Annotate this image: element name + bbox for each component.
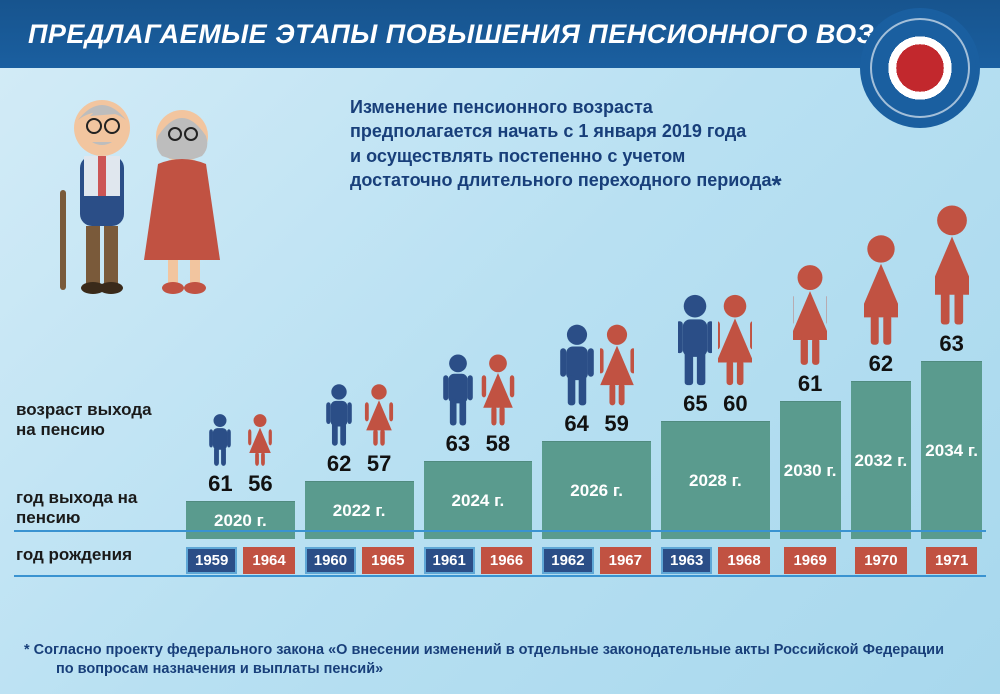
female-icon — [362, 383, 396, 447]
person-icons — [186, 413, 295, 467]
chart-column: 64 59 2026 г. 1962 1967 — [542, 323, 651, 574]
female-icon — [243, 413, 277, 467]
female-age: 60 — [718, 391, 752, 417]
age-pair: 63 58 — [424, 431, 533, 457]
male-age: 64 — [560, 411, 594, 437]
chart-column: 61 2030 г. 1969 — [780, 263, 841, 574]
person-icons — [851, 233, 912, 347]
female-icon — [600, 323, 634, 407]
birth-year-row: 1960 1965 — [305, 547, 414, 574]
female-birth-year: 1966 — [481, 547, 532, 574]
header: ПРЕДЛАГАЕМЫЕ ЭТАПЫ ПОВЫШЕНИЯ ПЕНСИОННОГО… — [0, 0, 1000, 68]
birth-year-row: 1961 1966 — [424, 547, 533, 574]
birth-year-row: 1969 — [784, 547, 835, 574]
person-icons — [305, 383, 414, 447]
female-birth-year: 1970 — [855, 547, 906, 574]
birth-year-row: 1963 1968 — [661, 547, 770, 574]
year-bar: 2024 г. — [424, 461, 533, 539]
female-icon — [793, 263, 827, 367]
footnote-line: * Согласно проекту федерального закона «… — [24, 642, 944, 658]
divider — [14, 530, 986, 532]
birth-year-row: 1962 1967 — [542, 547, 651, 574]
birth-year-row: 1959 1964 — [186, 547, 295, 574]
female-age: 59 — [600, 411, 634, 437]
female-age: 56 — [243, 471, 277, 497]
female-icon — [935, 203, 969, 327]
chart-column: 62 2032 г. 1970 — [851, 233, 912, 574]
subtitle-line: Изменение пенсионного возраста — [350, 97, 653, 117]
female-birth-year: 1967 — [600, 547, 651, 574]
female-age: 62 — [864, 351, 898, 377]
chart-column: 62 57 2022 г. 1960 1965 — [305, 383, 414, 574]
male-birth-year: 1963 — [661, 547, 712, 574]
page-title: ПРЕДЛАГАЕМЫЕ ЭТАПЫ ПОВЫШЕНИЯ ПЕНСИОННОГО… — [28, 19, 965, 50]
male-age: 62 — [322, 451, 356, 477]
person-icons — [424, 353, 533, 427]
year-bar: 2032 г. — [851, 381, 912, 539]
female-icon — [481, 353, 515, 427]
male-age: 61 — [203, 471, 237, 497]
subtitle-line: и осуществлять постепенно с учетом — [350, 146, 685, 166]
male-birth-year: 1959 — [186, 547, 237, 574]
male-birth-year: 1962 — [542, 547, 593, 574]
year-bar: 2020 г. — [186, 501, 295, 539]
label-birth: год рождения — [16, 540, 132, 570]
age-single: 62 — [851, 351, 912, 377]
female-age: 58 — [481, 431, 515, 457]
chart-column: 61 56 2020 г. 1959 1964 — [186, 413, 295, 574]
subtitle-line: предполагается начать с 1 января 2019 го… — [350, 121, 746, 141]
male-icon — [203, 413, 237, 467]
footnote-line: по вопросам назначения и выплаты пенсий» — [24, 660, 976, 680]
female-birth-year: 1969 — [784, 547, 835, 574]
birth-year-row: 1970 — [855, 547, 906, 574]
age-single: 63 — [921, 331, 982, 357]
female-age: 57 — [362, 451, 396, 477]
age-pair: 65 60 — [661, 391, 770, 417]
person-icons — [661, 293, 770, 387]
male-age: 63 — [441, 431, 475, 457]
male-icon — [441, 353, 475, 427]
person-icons — [921, 203, 982, 327]
male-birth-year: 1961 — [424, 547, 475, 574]
person-icons — [542, 323, 651, 407]
divider — [14, 575, 986, 577]
male-birth-year: 1960 — [305, 547, 356, 574]
male-age: 65 — [678, 391, 712, 417]
label-year: год выхода на пенсию — [16, 488, 176, 527]
chart-column: 63 2034 г. 1971 — [921, 203, 982, 574]
female-icon — [864, 233, 898, 347]
female-age: 63 — [935, 331, 969, 357]
person-icons — [780, 263, 841, 367]
male-icon — [322, 383, 356, 447]
age-single: 61 — [780, 371, 841, 397]
female-birth-year: 1964 — [243, 547, 294, 574]
female-icon — [718, 293, 752, 387]
male-icon — [560, 323, 594, 407]
female-birth-year: 1971 — [926, 547, 977, 574]
age-pair: 64 59 — [542, 411, 651, 437]
year-bar: 2028 г. — [661, 421, 770, 539]
age-pair: 62 57 — [305, 451, 414, 477]
female-age: 61 — [793, 371, 827, 397]
chart-column: 63 58 2024 г. 1961 1966 — [424, 353, 533, 574]
birth-year-row: 1971 — [926, 547, 977, 574]
year-bar: 2034 г. — [921, 361, 982, 539]
org-logo — [860, 8, 980, 128]
age-pair: 61 56 — [186, 471, 295, 497]
pension-chart: 61 56 2020 г. 1959 1964 62 57 2022 г. — [186, 180, 982, 574]
female-birth-year: 1968 — [718, 547, 769, 574]
female-birth-year: 1965 — [362, 547, 413, 574]
label-age: возраст выхода на пенсию — [16, 400, 176, 439]
year-bar: 2030 г. — [780, 401, 841, 539]
footnote: * Согласно проекту федерального закона «… — [24, 641, 976, 680]
year-bar: 2026 г. — [542, 441, 651, 539]
male-icon — [678, 293, 712, 387]
